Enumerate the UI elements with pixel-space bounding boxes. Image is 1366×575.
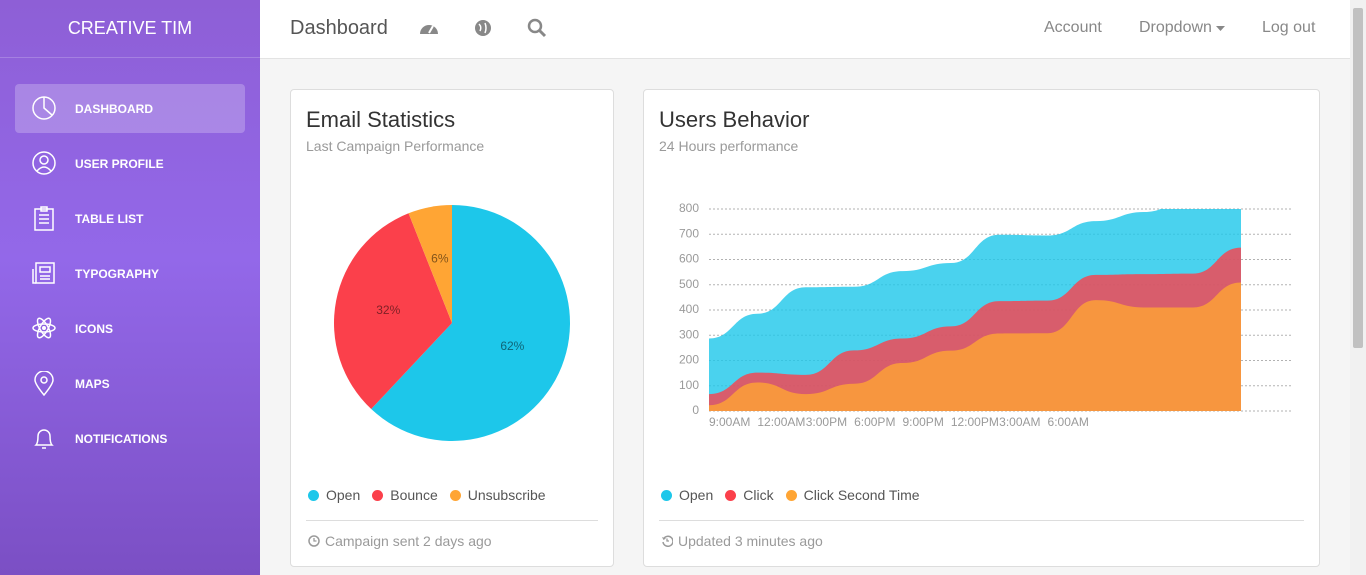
y-tick-label: 700 [679, 226, 699, 240]
legend-entry: Open [661, 487, 713, 503]
nav-icon [34, 206, 54, 231]
sidebar: CREATIVE TIM DASHBOARD USER PROFILE TABLE … [0, 0, 260, 575]
legend-entry: Click Second Time [785, 487, 920, 503]
legend-swatch [308, 490, 319, 501]
divider [306, 520, 598, 521]
nav-icon [32, 96, 56, 120]
x-tick-label: 9:00PM [902, 415, 943, 429]
nav-label[interactable]: NOTIFICATIONS [75, 432, 168, 446]
nav-icon [34, 429, 54, 449]
card-footer: Updated 3 minutes ago [661, 533, 823, 549]
y-tick-label: 400 [679, 302, 699, 316]
card-title: Email Statistics [306, 107, 456, 132]
nav-icon [32, 262, 55, 284]
legend-swatch [661, 490, 672, 501]
legend-label: Bounce [390, 487, 438, 503]
pie-slice [333, 213, 452, 410]
scrollbar[interactable] [1350, 0, 1366, 575]
card-subtitle: Last Campaign Performance [306, 138, 485, 154]
nav-item[interactable]: MAPS [15, 359, 245, 408]
y-tick-label: 0 [692, 403, 699, 417]
nav-label[interactable]: TABLE LIST [75, 212, 144, 226]
card-footer: Campaign sent 2 days ago [308, 533, 492, 549]
area [709, 282, 1241, 411]
dropdown-link[interactable]: Dropdown [1139, 19, 1226, 37]
legend-swatch [725, 490, 737, 501]
nav-label[interactable]: USER PROFILE [75, 157, 164, 171]
nav-label[interactable]: ICONS [75, 322, 114, 336]
legend-label: Click [743, 487, 774, 503]
dashboard-icon[interactable] [418, 18, 440, 38]
pie-slice [408, 205, 452, 323]
footer-text: Updated 3 minutes ago [678, 533, 823, 549]
nav-item[interactable]: USER PROFILE [15, 139, 245, 188]
navbar: Dashboard Account Dropdown Log out [260, 0, 1350, 59]
history-icon [662, 535, 674, 548]
account-link[interactable]: Account [1044, 19, 1102, 36]
navbar-title[interactable]: Dashboard [290, 17, 388, 39]
card: Users Behavior 24 Hours performance 0 100… [643, 89, 1320, 567]
nav-item[interactable]: ICONS [15, 304, 245, 353]
pie-slice [371, 205, 570, 441]
footer-text: Campaign sent 2 days ago [325, 533, 492, 549]
legend-swatch [449, 490, 461, 501]
legend-entry: Click [725, 487, 774, 503]
divider [659, 520, 1304, 521]
y-tick-label: 500 [679, 277, 699, 291]
x-tick-label: 9:00AM [709, 415, 750, 429]
nav-label[interactable]: DASHBOARD [75, 102, 153, 116]
legend-entry: Unsubscribe [449, 487, 546, 503]
nav-label[interactable]: MAPS [75, 377, 110, 391]
y-tick-label: 200 [679, 353, 699, 367]
legend-entry: Open [308, 487, 360, 503]
y-tick-label: 100 [679, 378, 699, 392]
legend-label: Open [679, 487, 714, 503]
legend-label: Click Second Time [803, 487, 920, 503]
card-title: Users Behavior [659, 107, 810, 132]
y-tick-label: 800 [679, 201, 699, 215]
legend-label: Open [326, 487, 361, 503]
nav-item[interactable]: DASHBOARD [15, 84, 245, 133]
caret [1216, 26, 1226, 31]
brand[interactable]: CREATIVE TIM [0, 0, 260, 58]
legend-entry: Bounce [372, 487, 438, 503]
x-tick-label: 6:00AM [1048, 415, 1089, 429]
card-subtitle: 24 Hours performance [659, 138, 799, 154]
x-tick-label: 3:00PM [806, 415, 847, 429]
x-tick-label: 12:00AM [757, 415, 805, 429]
y-tick-label: 600 [679, 252, 699, 266]
x-tick-label: 6:00PM [854, 415, 895, 429]
dropdown-label[interactable]: Dropdown [1139, 19, 1212, 36]
nav-icon [34, 371, 54, 397]
globe-icon[interactable] [473, 18, 493, 38]
nav-item[interactable]: NOTIFICATIONS [15, 414, 245, 463]
legend: Open Click Click Second Time [661, 487, 920, 503]
x-tick-label: 3:00AM [999, 415, 1040, 429]
nav-icon [32, 317, 56, 339]
clock-icon [308, 535, 320, 547]
slice-label: 62% [500, 339, 524, 353]
legend: Open Bounce Unsubscribe [308, 487, 546, 503]
plot [709, 209, 1241, 411]
nav-item[interactable]: TYPOGRAPHY [15, 249, 245, 298]
slice-label: 32% [376, 303, 400, 317]
nav-item[interactable]: TABLE LIST [15, 194, 245, 243]
scroll-thumb[interactable] [1353, 8, 1363, 348]
card: Email Statistics Last Campaign Performan… [290, 89, 614, 567]
nav-label[interactable]: TYPOGRAPHY [75, 267, 160, 281]
nav-icon [32, 151, 56, 175]
y-tick-label: 300 [679, 327, 699, 341]
legend-swatch [785, 490, 797, 501]
pie-chart: 62% 32% 6% [333, 205, 570, 441]
search-icon[interactable] [527, 18, 547, 38]
legend-label: Unsubscribe [467, 487, 546, 503]
logout-link[interactable]: Log out [1262, 19, 1316, 36]
legend-swatch [372, 490, 384, 501]
x-tick-label: 12:00PM [951, 415, 999, 429]
slice-label: 6% [431, 251, 449, 265]
